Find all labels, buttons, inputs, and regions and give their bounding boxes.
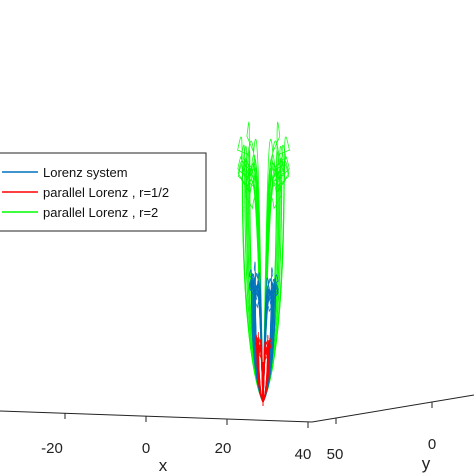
- x-tick-label: -20: [41, 440, 63, 457]
- x-tick-label: 0: [142, 440, 150, 457]
- series-2-lobe-1-loop: [262, 121, 281, 407]
- y-tick-label: 0: [428, 436, 436, 453]
- y-axis-line: [311, 394, 474, 423]
- y-tick-labels: 50 0: [327, 436, 437, 463]
- series-1-trajectory: [255, 332, 272, 406]
- x-axis-label: x: [159, 456, 168, 474]
- y-axis-label: y: [422, 454, 431, 473]
- x-tick-label: 40: [295, 446, 312, 463]
- legend: Lorenz system parallel Lorenz , r=1/2 pa…: [0, 152, 207, 232]
- series-1-lobe-0-loop: [256, 340, 264, 406]
- legend-label-lorenz: Lorenz system: [43, 165, 128, 180]
- x-tick-label: 20: [215, 440, 232, 457]
- trajectory-layer: [237, 121, 290, 407]
- legend-label-parallel-two: parallel Lorenz , r=2: [43, 205, 158, 220]
- series-1-lobe-1-loop: [262, 343, 270, 406]
- legend-label-parallel-half: parallel Lorenz , r=1/2: [43, 185, 169, 200]
- y-tick-label: 50: [327, 446, 344, 463]
- x-axis-line: [0, 410, 313, 423]
- x-tick-labels: -20 0 20 40: [41, 440, 311, 463]
- axes-frame: [0, 394, 474, 428]
